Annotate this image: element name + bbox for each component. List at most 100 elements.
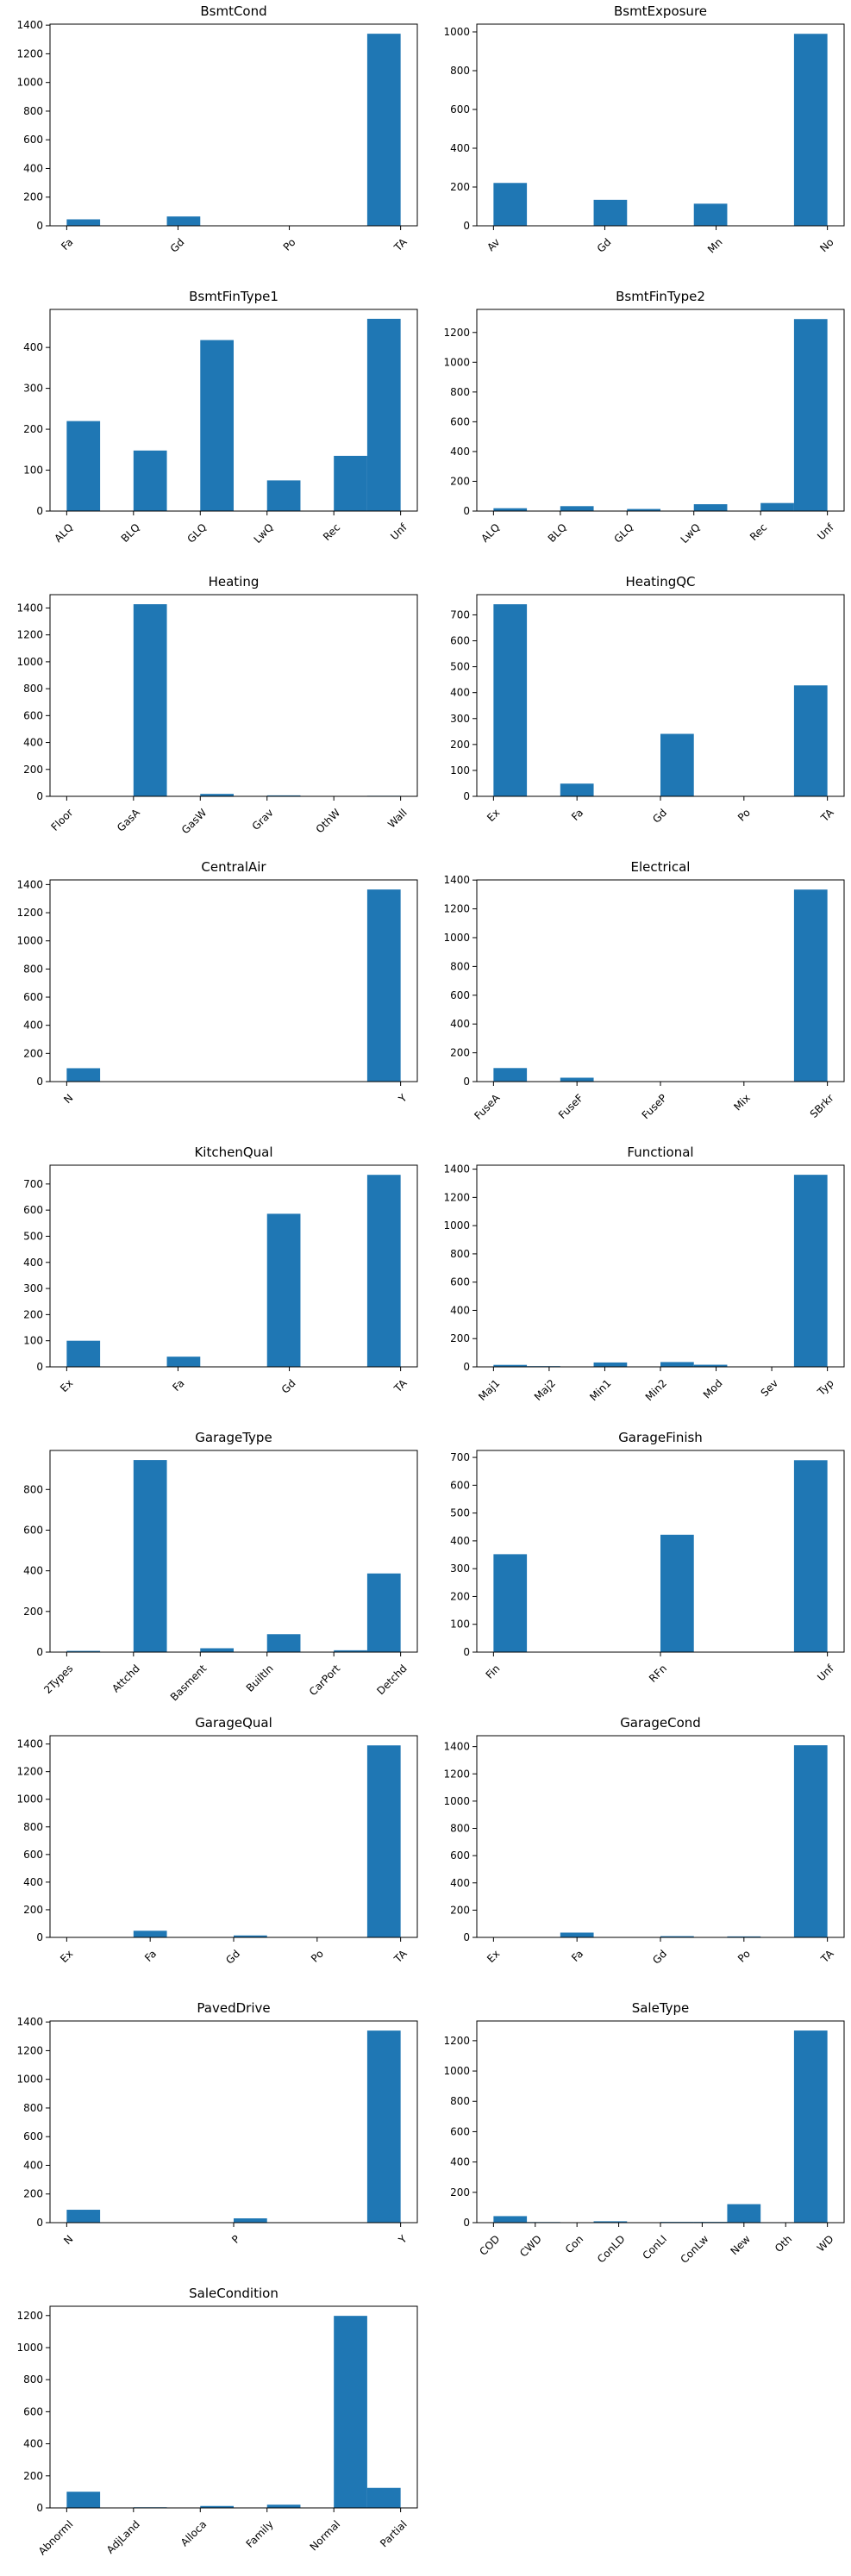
bar bbox=[793, 2030, 828, 2223]
y-tick-label: 1400 bbox=[443, 874, 470, 886]
bar bbox=[66, 1650, 101, 1652]
axes-frame bbox=[49, 594, 418, 797]
y-tick-label: 200 bbox=[450, 2186, 470, 2199]
x-tick-label: Basment bbox=[168, 1662, 210, 1704]
subplot: BsmtCond 0 200 400 600 800 1000 1200 1400 Fa Gd Po T… bbox=[16, 3, 418, 255]
bar bbox=[493, 604, 528, 796]
x-tick-label: GLQ bbox=[185, 521, 209, 546]
bar bbox=[66, 2492, 101, 2508]
subplot-title: GarageQual bbox=[195, 1715, 272, 1731]
y-tick-label: 200 bbox=[23, 1606, 43, 1618]
x-tick-label: No bbox=[817, 236, 835, 254]
y-tick-label: 700 bbox=[450, 1451, 470, 1463]
x-tick-label: Family bbox=[244, 2518, 276, 2550]
y-tick-label: 1400 bbox=[16, 19, 43, 31]
bar bbox=[66, 219, 101, 226]
y-tick-label: 600 bbox=[450, 415, 470, 427]
y-tick-label: 1400 bbox=[16, 878, 43, 890]
y-tick-label: 800 bbox=[450, 1823, 470, 1835]
bar bbox=[366, 1573, 401, 1652]
y-tick-label: 600 bbox=[23, 1849, 43, 1861]
bar bbox=[493, 183, 528, 226]
x-tick-label: GLQ bbox=[611, 521, 635, 546]
x-tick-label: TA bbox=[391, 235, 410, 253]
y-tick-label: 200 bbox=[450, 739, 470, 751]
x-tick-label: ConLI bbox=[640, 2233, 669, 2262]
y-tick-label: 800 bbox=[23, 2102, 43, 2114]
subplot-title: Functional bbox=[627, 1145, 693, 1160]
y-tick-label: 200 bbox=[450, 1047, 470, 1059]
y-tick-label: 600 bbox=[450, 1849, 470, 1862]
axes-frame bbox=[476, 1450, 845, 1653]
y-tick-label: 400 bbox=[23, 341, 43, 353]
bar bbox=[693, 1364, 728, 1367]
y-tick-label: 100 bbox=[23, 465, 43, 477]
axes-frame bbox=[49, 2020, 418, 2224]
subplot-title: PavedDrive bbox=[197, 2000, 270, 2016]
y-tick-label: 800 bbox=[450, 1248, 470, 1260]
x-tick-label: Sev bbox=[759, 1377, 781, 1400]
bar bbox=[200, 340, 234, 511]
y-tick-label: 600 bbox=[23, 134, 43, 146]
x-tick-label: Ex bbox=[58, 1948, 75, 1965]
x-tick-label: Fa bbox=[59, 236, 75, 253]
x-tick-label: Av bbox=[485, 236, 502, 253]
x-tick-label: Mod bbox=[701, 1377, 725, 1401]
bar bbox=[560, 506, 594, 511]
x-tick-label: Po bbox=[735, 807, 753, 824]
x-tick-label: LwQ bbox=[679, 521, 703, 546]
y-tick-label: 0 bbox=[463, 1361, 470, 1373]
axes-frame bbox=[49, 23, 418, 227]
y-tick-label: 1000 bbox=[443, 1795, 470, 1807]
y-tick-label: 1200 bbox=[16, 2310, 43, 2322]
axes-frame bbox=[476, 879, 845, 1082]
bar bbox=[560, 1077, 594, 1082]
x-tick-label: TA bbox=[818, 1947, 836, 1965]
bar bbox=[133, 450, 167, 511]
x-tick-label: Wall bbox=[385, 807, 410, 831]
subplot: KitchenQual 0 100 200 300 400 500 600 700 Ex Fa Gd T… bbox=[23, 1145, 418, 1396]
x-tick-label: Oth bbox=[773, 2233, 794, 2255]
x-tick-label: Po bbox=[281, 236, 298, 253]
y-tick-label: 600 bbox=[23, 1204, 43, 1216]
x-tick-label: TA bbox=[818, 806, 836, 824]
x-tick-label: ConLD bbox=[595, 2233, 628, 2266]
y-tick-label: 400 bbox=[23, 2159, 43, 2171]
y-tick-label: 1200 bbox=[16, 1766, 43, 1778]
subplot-title: GarageType bbox=[195, 1430, 272, 1445]
x-tick-label: FuseA bbox=[472, 1091, 503, 1122]
y-tick-label: 1000 bbox=[443, 932, 470, 944]
bar bbox=[693, 504, 728, 511]
y-tick-label: 200 bbox=[23, 423, 43, 435]
y-tick-label: 400 bbox=[450, 2156, 470, 2168]
y-tick-label: 400 bbox=[23, 2438, 43, 2450]
y-tick-label: 1000 bbox=[16, 77, 43, 89]
bar bbox=[593, 1362, 628, 1367]
subplot: CentralAir 0 200 400 600 800 1000 1200 1400 N Y bbox=[16, 859, 418, 1106]
y-tick-label: 100 bbox=[450, 1619, 470, 1631]
subplot: GarageFinish 0 100 200 300 400 500 600 700 Fin RFn… bbox=[450, 1430, 845, 1685]
axes-frame bbox=[49, 879, 418, 1082]
subplot: GarageQual 0 200 400 600 800 1000 1200 1400 Ex Fa G… bbox=[16, 1715, 418, 1967]
y-tick-label: 500 bbox=[23, 1230, 43, 1242]
subplot: SaleCondition 0 200 400 600 800 1000 1200 Abnorm… bbox=[16, 2286, 418, 2557]
x-tick-label: FuseF bbox=[556, 1092, 585, 1121]
y-tick-label: 800 bbox=[23, 1821, 43, 1833]
x-tick-label: Gd bbox=[650, 1948, 669, 1967]
bar bbox=[66, 421, 101, 511]
axes-frame bbox=[476, 1164, 845, 1368]
x-tick-label: Gd bbox=[223, 1948, 242, 1967]
subplot-title: BsmtCond bbox=[200, 3, 266, 19]
x-tick-label: Con bbox=[563, 2233, 585, 2255]
x-tick-label: Fa bbox=[142, 1948, 159, 1964]
bar bbox=[200, 794, 234, 796]
x-tick-label: Fa bbox=[569, 807, 585, 823]
x-tick-label: CarPort bbox=[307, 1662, 343, 1699]
x-tick-label: WD bbox=[815, 2233, 836, 2255]
y-tick-label: 0 bbox=[463, 790, 470, 802]
y-tick-label: 1000 bbox=[443, 1219, 470, 1232]
bar bbox=[760, 502, 794, 511]
x-tick-label: Attchd bbox=[110, 1662, 142, 1695]
x-tick-label: Detchd bbox=[374, 1662, 409, 1697]
y-tick-label: 400 bbox=[23, 1257, 43, 1269]
